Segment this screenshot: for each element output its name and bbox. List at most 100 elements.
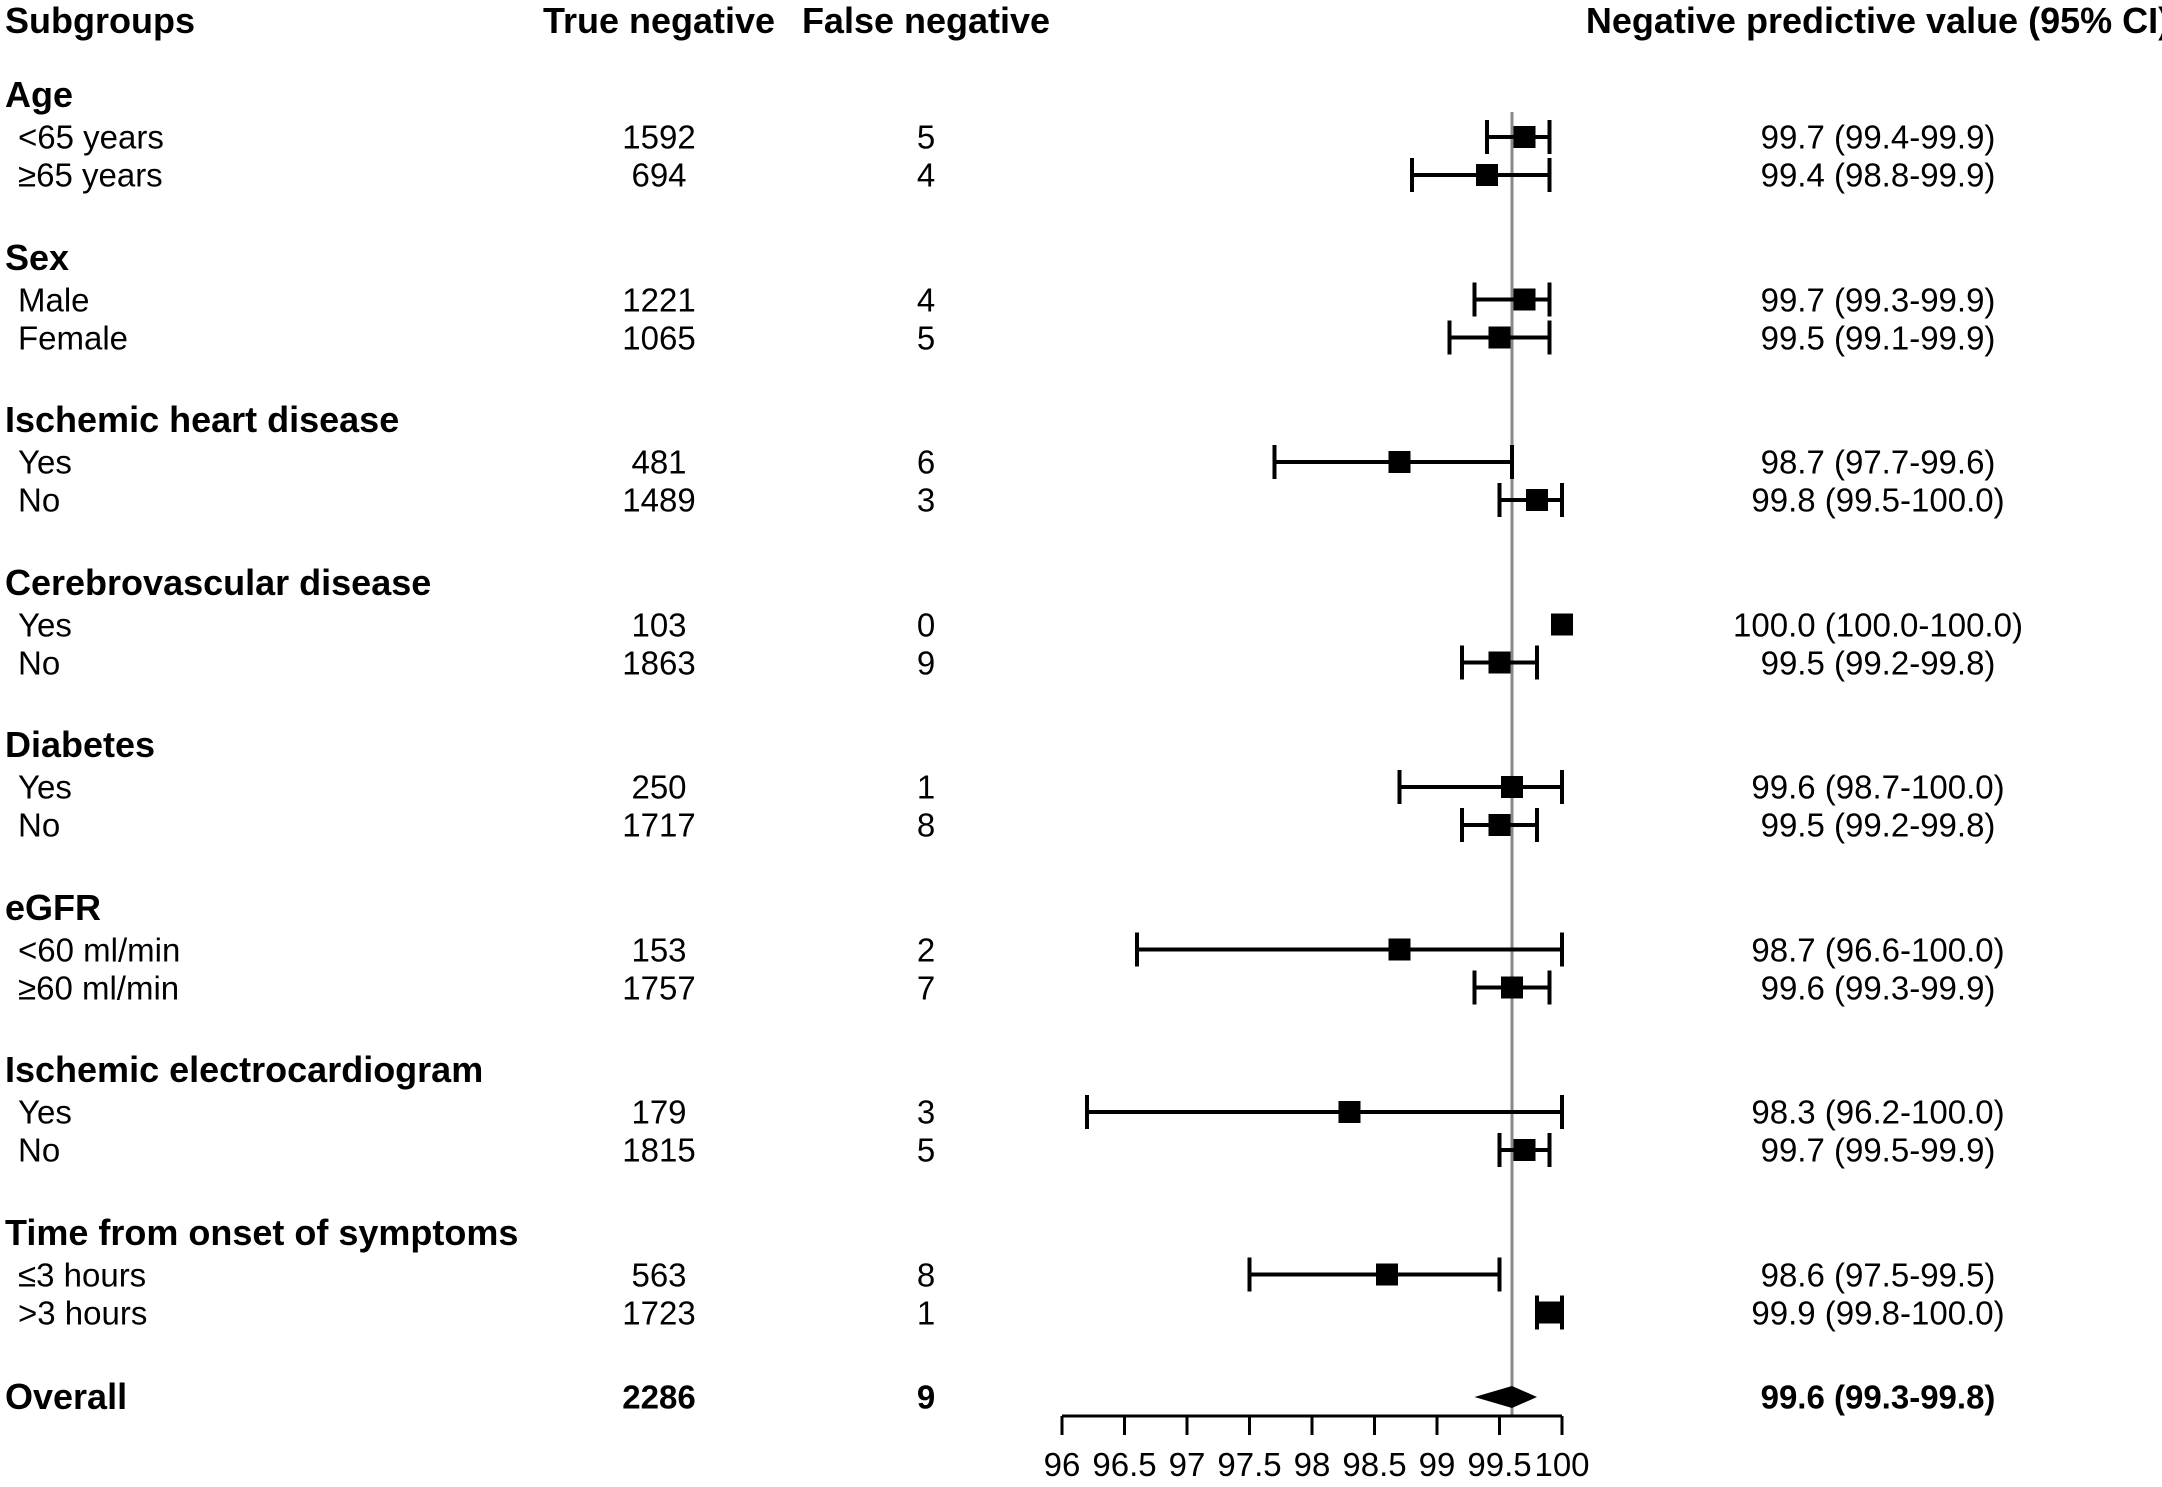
x-axis-tick-label: 98.5 [1342, 1446, 1406, 1483]
false-negative-value: 8 [916, 806, 936, 844]
true-negative-value: 1592 [622, 118, 696, 156]
npv-ci-value: 99.6 (99.3-99.8) [1760, 1378, 1996, 1416]
true-negative-value: 1815 [622, 1131, 696, 1169]
group-header: Cerebrovascular disease [5, 561, 432, 603]
true-negative-value: 1757 [622, 969, 696, 1006]
group-header: eGFR [5, 886, 102, 928]
column-header-npv: Negative predictive value (95% CI) [1585, 0, 2162, 41]
x-axis-tick-label: 96 [1044, 1446, 1081, 1483]
point-marker [1513, 288, 1536, 311]
false-negative-value: 1 [916, 1294, 936, 1331]
subgroup-label: No [18, 644, 61, 681]
false-negative-value: 6 [916, 443, 936, 481]
point-marker [1538, 1301, 1561, 1324]
npv-ci-value: 99.5 (99.2-99.8) [1760, 806, 1996, 844]
false-negative-value: 9 [916, 644, 936, 681]
false-negative-value: 9 [916, 1378, 936, 1416]
group-header: Time from onset of symptoms [5, 1211, 519, 1253]
subgroup-label: ≤3 hours [18, 1256, 147, 1293]
point-marker [1513, 1139, 1536, 1161]
npv-ci-value: 99.5 (99.2-99.8) [1760, 644, 1996, 681]
x-axis-tick-label: 98 [1294, 1446, 1331, 1483]
point-marker [1476, 164, 1498, 186]
x-axis-tick-label: 100 [1534, 1446, 1589, 1483]
true-negative-value: 250 [631, 768, 687, 806]
point-marker [1501, 776, 1523, 798]
subgroup-label: Yes [18, 1093, 72, 1131]
npv-ci-value: 98.7 (97.7-99.6) [1760, 443, 1996, 481]
false-negative-value: 2 [916, 931, 936, 968]
npv-ci-value: 99.6 (98.7-100.0) [1751, 768, 2005, 806]
column-header-false-negative: False negative [801, 0, 1051, 41]
false-negative-value: 3 [916, 481, 936, 519]
overall-label: Overall [5, 1376, 128, 1417]
group-header: Ischemic heart disease [5, 399, 400, 440]
npv-ci-value: 98.3 (96.2-100.0) [1751, 1093, 2005, 1131]
true-negative-value: 153 [631, 931, 687, 968]
subgroup-label: <60 ml/min [18, 931, 181, 968]
true-negative-value: 1489 [622, 481, 696, 519]
npv-ci-value: 99.5 (99.1-99.9) [1760, 319, 1996, 356]
subgroup-label: No [18, 1131, 61, 1169]
group-header: Age [5, 74, 74, 115]
subgroup-label: Yes [18, 606, 72, 643]
column-header-subgroups: Subgroups [5, 0, 195, 41]
point-marker [1513, 126, 1536, 148]
false-negative-value: 7 [916, 969, 936, 1006]
column-header-true-negative: True negative [542, 0, 776, 41]
false-negative-value: 5 [916, 118, 936, 156]
subgroup-label: Male [18, 281, 90, 318]
npv-ci-value: 99.7 (99.5-99.9) [1760, 1131, 1996, 1169]
point-marker [1488, 651, 1511, 674]
true-negative-value: 563 [631, 1256, 687, 1293]
true-negative-value: 2286 [622, 1378, 696, 1416]
npv-ci-value: 98.7 (96.6-100.0) [1751, 931, 2005, 968]
npv-ci-value: 98.6 (97.5-99.5) [1760, 1256, 1996, 1293]
false-negative-value: 5 [916, 319, 936, 356]
subgroup-label: >3 hours [18, 1294, 148, 1331]
false-negative-value: 5 [916, 1131, 936, 1169]
point-marker [1526, 489, 1548, 511]
true-negative-value: 1065 [622, 319, 696, 356]
subgroup-label: No [18, 481, 61, 519]
subgroup-label: No [18, 806, 61, 844]
group-header: Ischemic electrocardiogram [5, 1049, 484, 1090]
false-negative-value: 0 [916, 606, 936, 643]
npv-ci-value: 99.7 (99.3-99.9) [1760, 281, 1996, 318]
true-negative-value: 1723 [622, 1294, 696, 1331]
false-negative-value: 1 [916, 768, 936, 806]
x-axis-tick-label: 99 [1419, 1446, 1456, 1483]
x-axis-tick-label: 97.5 [1217, 1446, 1281, 1483]
x-axis-tick-label: 97 [1169, 1446, 1206, 1483]
x-axis-tick-label: 99.5 [1467, 1446, 1531, 1483]
x-axis-tick-label: 96.5 [1092, 1446, 1156, 1483]
subgroup-label: ≥65 years [18, 156, 163, 194]
true-negative-value: 103 [631, 606, 687, 643]
group-header: Sex [5, 236, 70, 278]
true-negative-value: 481 [631, 443, 687, 481]
false-negative-value: 3 [916, 1093, 936, 1131]
false-negative-value: 4 [916, 156, 936, 194]
point-marker [1488, 814, 1511, 836]
false-negative-value: 8 [916, 1256, 936, 1293]
subgroup-label: Female [18, 319, 129, 356]
subgroup-label: Yes [18, 443, 72, 481]
npv-ci-value: 99.4 (98.8-99.9) [1760, 156, 1996, 194]
true-negative-value: 1717 [622, 806, 696, 844]
point-marker [1388, 451, 1411, 473]
group-header: Diabetes [5, 724, 156, 765]
point-marker [1376, 1263, 1398, 1286]
true-negative-value: 1221 [622, 281, 696, 318]
npv-ci-value: 99.6 (99.3-99.9) [1760, 969, 1996, 1006]
point-marker [1551, 613, 1573, 636]
subgroup-label: Yes [18, 768, 72, 806]
subgroup-label: ≥60 ml/min [18, 969, 180, 1006]
npv-ci-value: 99.8 (99.5-100.0) [1751, 481, 2005, 519]
overall-diamond [1474, 1386, 1537, 1408]
npv-ci-value: 99.7 (99.4-99.9) [1760, 118, 1996, 156]
npv-ci-value: 99.9 (99.8-100.0) [1751, 1294, 2005, 1331]
point-marker [1388, 938, 1411, 961]
